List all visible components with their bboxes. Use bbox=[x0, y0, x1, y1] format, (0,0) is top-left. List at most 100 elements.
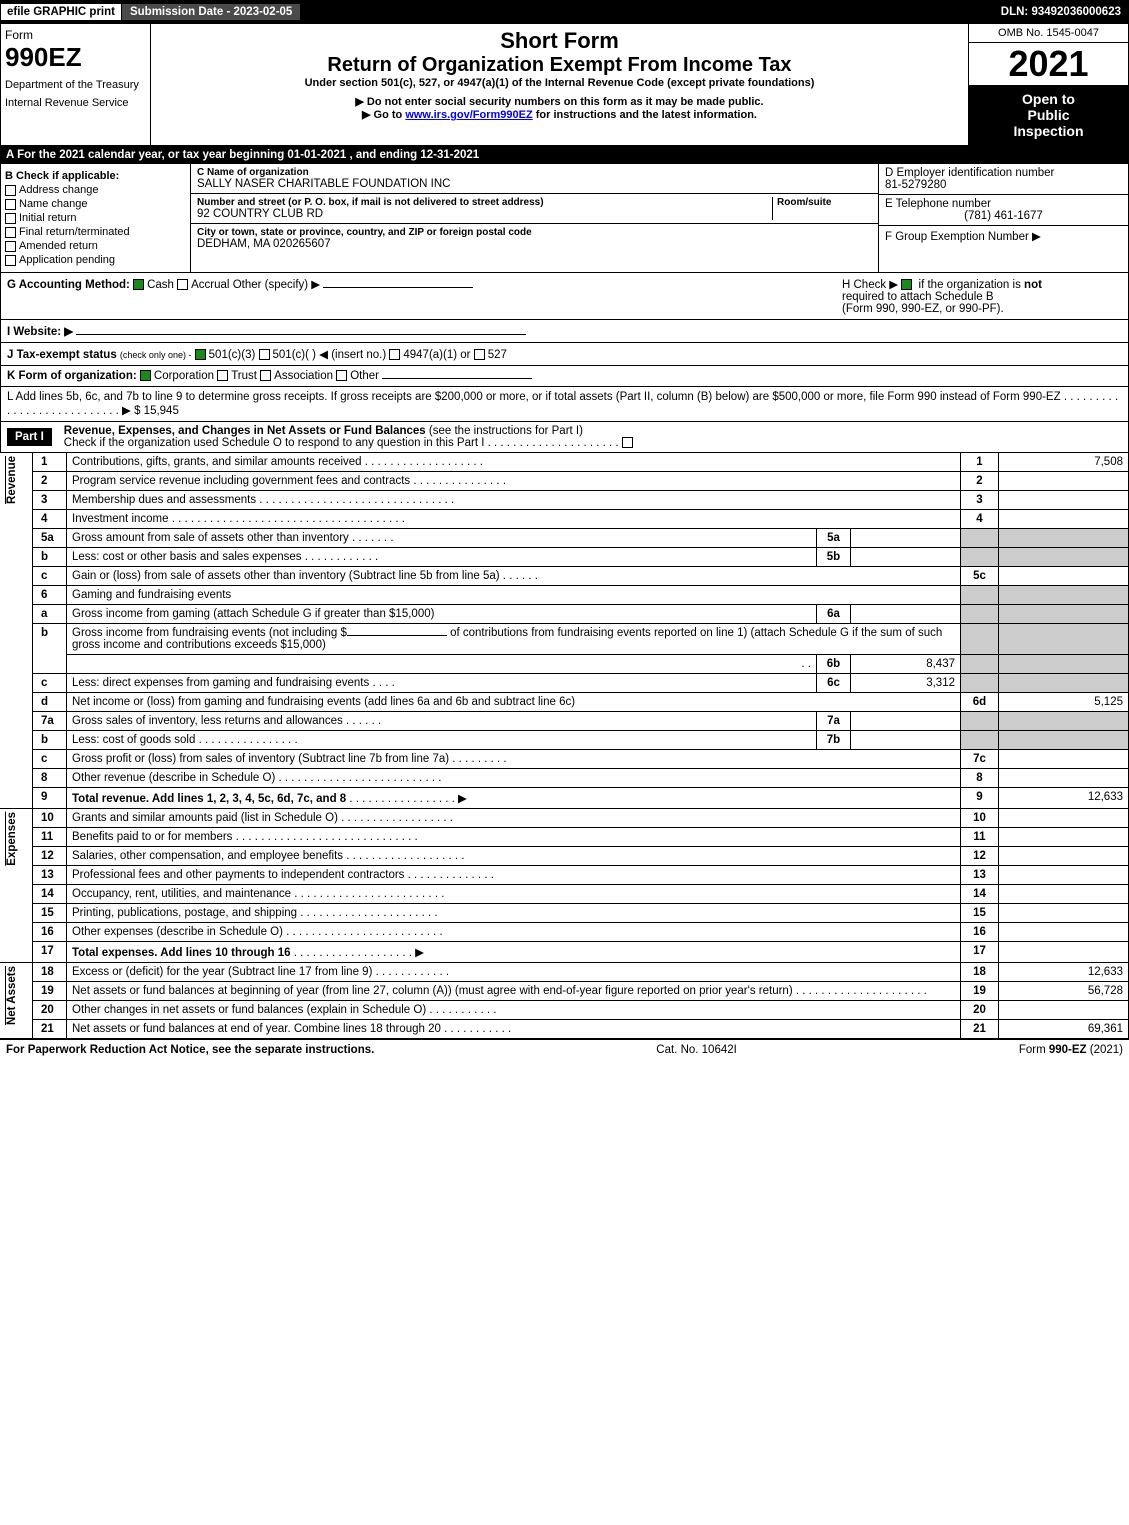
other-org-line[interactable] bbox=[382, 378, 532, 379]
table-row: 21Net assets or fund balances at end of … bbox=[0, 1020, 1129, 1039]
goto-post: for instructions and the latest informat… bbox=[536, 109, 757, 121]
cat-number: Cat. No. 10642I bbox=[374, 1044, 1019, 1056]
ssn-warning: ▶ Do not enter social security numbers o… bbox=[155, 95, 964, 108]
part1-title: Revenue, Expenses, and Changes in Net As… bbox=[64, 425, 426, 437]
section-def: D Employer identification number 81-5279… bbox=[878, 164, 1128, 272]
fundraising-blank[interactable] bbox=[347, 635, 447, 636]
table-row: 8Other revenue (describe in Schedule O) … bbox=[0, 769, 1129, 788]
ein-value: 81-5279280 bbox=[885, 179, 1122, 191]
table-row: bLess: cost of goods sold . . . . . . . … bbox=[0, 731, 1129, 750]
form-ref: Form 990-EZ (2021) bbox=[1019, 1044, 1123, 1056]
org-address: 92 COUNTRY CLUB RD bbox=[197, 208, 772, 220]
table-row: Net Assets 18Excess or (deficit) for the… bbox=[0, 963, 1129, 982]
part1-sub: (see the instructions for Part I) bbox=[429, 425, 583, 437]
e-label: E Telephone number bbox=[885, 198, 1122, 210]
omb-number: OMB No. 1545-0047 bbox=[969, 24, 1128, 43]
c-city-cell: City or town, state or province, country… bbox=[191, 224, 878, 253]
short-form-title: Short Form bbox=[155, 28, 964, 54]
e-cell: E Telephone number (781) 461-1677 bbox=[879, 195, 1128, 226]
row-j: J Tax-exempt status (check only one) - 5… bbox=[0, 343, 1129, 366]
checkbox-icon[interactable] bbox=[622, 437, 633, 448]
table-row: 20Other changes in net assets or fund ba… bbox=[0, 1001, 1129, 1020]
header-bar: efile GRAPHIC print Submission Date - 20… bbox=[0, 0, 1129, 24]
org-name: SALLY NASER CHARITABLE FOUNDATION INC bbox=[197, 178, 872, 190]
table-row: 16Other expenses (describe in Schedule O… bbox=[0, 923, 1129, 942]
checkbox-icon[interactable] bbox=[260, 370, 271, 381]
public: Public bbox=[975, 107, 1122, 123]
room-label: Room/suite bbox=[777, 197, 872, 208]
checkbox-checked-icon[interactable] bbox=[901, 279, 912, 290]
checkbox-icon[interactable] bbox=[474, 349, 485, 360]
c-name-cell: C Name of organization SALLY NASER CHARI… bbox=[191, 164, 878, 194]
goto-line: ▶ Go to www.irs.gov/Form990EZ for instru… bbox=[155, 108, 964, 121]
submission-date: Submission Date - 2023-02-05 bbox=[122, 4, 300, 20]
website-line[interactable] bbox=[76, 334, 526, 335]
table-row: aGross income from gaming (attach Schedu… bbox=[0, 605, 1129, 624]
l-amount: 15,945 bbox=[144, 405, 179, 417]
section-h: H Check ▶ if the organization is not req… bbox=[842, 277, 1122, 315]
table-row: Expenses 10Grants and similar amounts pa… bbox=[0, 809, 1129, 828]
dln-label: DLN: 93492036000623 bbox=[1001, 6, 1129, 18]
section-b: B Check if applicable: Address change Na… bbox=[1, 164, 191, 272]
b-opt-amended: Amended return bbox=[5, 240, 186, 252]
title-right: OMB No. 1545-0047 2021 Open to Public In… bbox=[968, 24, 1128, 145]
table-row: dNet income or (loss) from gaming and fu… bbox=[0, 693, 1129, 712]
f-label: F Group Exemption Number ▶ bbox=[885, 229, 1122, 243]
footer: For Paperwork Reduction Act Notice, see … bbox=[0, 1039, 1129, 1060]
b-opt-final: Final return/terminated bbox=[5, 226, 186, 238]
other-specify-line[interactable] bbox=[323, 287, 473, 288]
efile-label: efile GRAPHIC print bbox=[0, 3, 122, 21]
checkbox-icon[interactable] bbox=[5, 185, 16, 196]
f-cell: F Group Exemption Number ▶ bbox=[879, 226, 1128, 246]
table-row: 17Total expenses. Add lines 10 through 1… bbox=[0, 942, 1129, 963]
checkbox-icon[interactable] bbox=[177, 279, 188, 290]
table-row: 6Gaming and fundraising events bbox=[0, 586, 1129, 605]
irs-label: Internal Revenue Service bbox=[5, 97, 146, 109]
c-addr-cell: Number and street (or P. O. box, if mail… bbox=[191, 194, 878, 224]
info-block: B Check if applicable: Address change Na… bbox=[0, 164, 1129, 273]
net-assets-label: Net Assets bbox=[5, 966, 27, 1025]
row-l: L Add lines 5b, 6c, and 7b to line 9 to … bbox=[0, 387, 1129, 422]
section-c: C Name of organization SALLY NASER CHARI… bbox=[191, 164, 878, 272]
table-row: 15Printing, publications, postage, and s… bbox=[0, 904, 1129, 923]
table-row: 2Program service revenue including gover… bbox=[0, 472, 1129, 491]
revenue-label: Revenue bbox=[5, 456, 27, 504]
checkbox-checked-icon[interactable] bbox=[133, 279, 144, 290]
table-row: 4Investment income . . . . . . . . . . .… bbox=[0, 510, 1129, 529]
row-i: I Website: ▶ bbox=[0, 320, 1129, 343]
b-label: B Check if applicable: bbox=[5, 170, 186, 182]
org-city: DEDHAM, MA 020265607 bbox=[197, 238, 872, 250]
checkbox-icon[interactable] bbox=[259, 349, 270, 360]
dept-treasury: Department of the Treasury bbox=[5, 79, 146, 91]
part1-label: Part I bbox=[7, 428, 52, 446]
checkbox-icon[interactable] bbox=[5, 199, 16, 210]
table-row: 5aGross amount from sale of assets other… bbox=[0, 529, 1129, 548]
checkbox-checked-icon[interactable] bbox=[140, 370, 151, 381]
inspection-box: Open to Public Inspection bbox=[969, 85, 1128, 145]
checkbox-icon[interactable] bbox=[217, 370, 228, 381]
section-g: G Accounting Method: Cash Accrual Other … bbox=[7, 277, 842, 315]
table-row: 19Net assets or fund balances at beginni… bbox=[0, 982, 1129, 1001]
checkbox-checked-icon[interactable] bbox=[195, 349, 206, 360]
c-name-label: C Name of organization bbox=[197, 167, 872, 178]
checkbox-icon[interactable] bbox=[5, 227, 16, 238]
table-row: bGross income from fundraising events (n… bbox=[0, 624, 1129, 655]
k-label: K Form of organization: bbox=[7, 370, 137, 382]
table-row: Revenue 1Contributions, gifts, grants, a… bbox=[0, 453, 1129, 472]
checkbox-icon[interactable] bbox=[5, 213, 16, 224]
form-left: Form 990EZ Department of the Treasury In… bbox=[1, 24, 151, 145]
b-opt-pending: Application pending bbox=[5, 254, 186, 266]
checkbox-icon[interactable] bbox=[336, 370, 347, 381]
b-opt-address: Address change bbox=[5, 184, 186, 196]
table-row: cGain or (loss) from sale of assets othe… bbox=[0, 567, 1129, 586]
d-cell: D Employer identification number 81-5279… bbox=[879, 164, 1128, 195]
checkbox-icon[interactable] bbox=[389, 349, 400, 360]
j-label: J Tax-exempt status bbox=[7, 349, 117, 361]
tax-year: 2021 bbox=[969, 43, 1128, 85]
checkbox-icon[interactable] bbox=[5, 241, 16, 252]
part1-header: Part I Revenue, Expenses, and Changes in… bbox=[0, 422, 1129, 453]
irs-link[interactable]: www.irs.gov/Form990EZ bbox=[405, 109, 532, 121]
i-label: I Website: ▶ bbox=[7, 326, 73, 338]
checkbox-icon[interactable] bbox=[5, 255, 16, 266]
d-label: D Employer identification number bbox=[885, 167, 1122, 179]
